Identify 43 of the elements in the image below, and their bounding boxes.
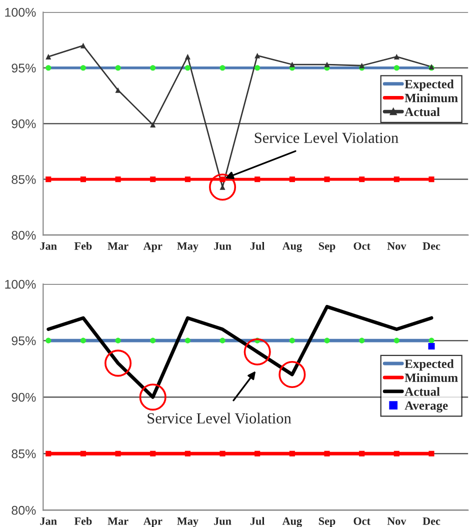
legend-label: Actual xyxy=(404,387,440,396)
legend-label: Expected xyxy=(404,80,454,91)
y-tick-label: 80% xyxy=(12,230,36,240)
x-tick-label: Apr xyxy=(143,517,162,527)
y-tick-label: 90% xyxy=(12,392,36,402)
x-tick-label: Sep xyxy=(318,242,336,252)
y-tick-label: 95% xyxy=(12,336,36,346)
y-tick-label: 85% xyxy=(12,175,36,184)
y-tick-label: 95% xyxy=(12,64,36,73)
x-tick-label: Oct xyxy=(354,242,370,250)
annotation: Service Level Violation xyxy=(148,412,292,424)
x-tick-label: Jun xyxy=(214,518,232,525)
x-tick-label: Aug xyxy=(282,517,302,527)
x-tick-label: Nov xyxy=(387,518,406,525)
x-tick-label: Dec xyxy=(422,242,440,250)
x-tick-label: Apr xyxy=(143,242,162,252)
legend-label: Minimum xyxy=(404,373,458,382)
x-tick-label: May xyxy=(177,517,198,527)
legend-label: Expected xyxy=(404,359,454,371)
y-tick-label: 85% xyxy=(12,449,36,458)
x-tick-label: Mar xyxy=(108,242,128,250)
x-tick-label: Dec xyxy=(422,518,440,525)
legend-label: Actual xyxy=(404,107,440,116)
x-tick-label: Jun xyxy=(214,242,232,250)
y-tick-label: 100% xyxy=(5,8,36,17)
x-tick-label: Aug xyxy=(282,242,302,252)
x-tick-label: May xyxy=(177,242,198,252)
x-tick-label: Oct xyxy=(354,517,370,525)
x-tick-label: Jan xyxy=(40,242,57,250)
x-tick-label: Sep xyxy=(318,517,336,527)
y-tick-label: 100% xyxy=(5,280,36,289)
annotation: Service Level Violation xyxy=(254,132,398,144)
y-tick-label: 90% xyxy=(12,119,36,128)
x-tick-label: Feb xyxy=(74,242,92,250)
x-tick-label: Jul xyxy=(250,242,265,250)
x-tick-label: Jul xyxy=(250,517,265,525)
x-tick-label: Feb xyxy=(74,517,92,525)
x-tick-label: Jan xyxy=(40,518,57,525)
x-tick-label: Nov xyxy=(387,242,406,250)
x-tick-label: Mar xyxy=(108,518,128,525)
y-tick-label: 80% xyxy=(12,506,36,515)
legend-label: Minimum xyxy=(404,93,458,102)
legend-label: Average xyxy=(404,401,448,412)
